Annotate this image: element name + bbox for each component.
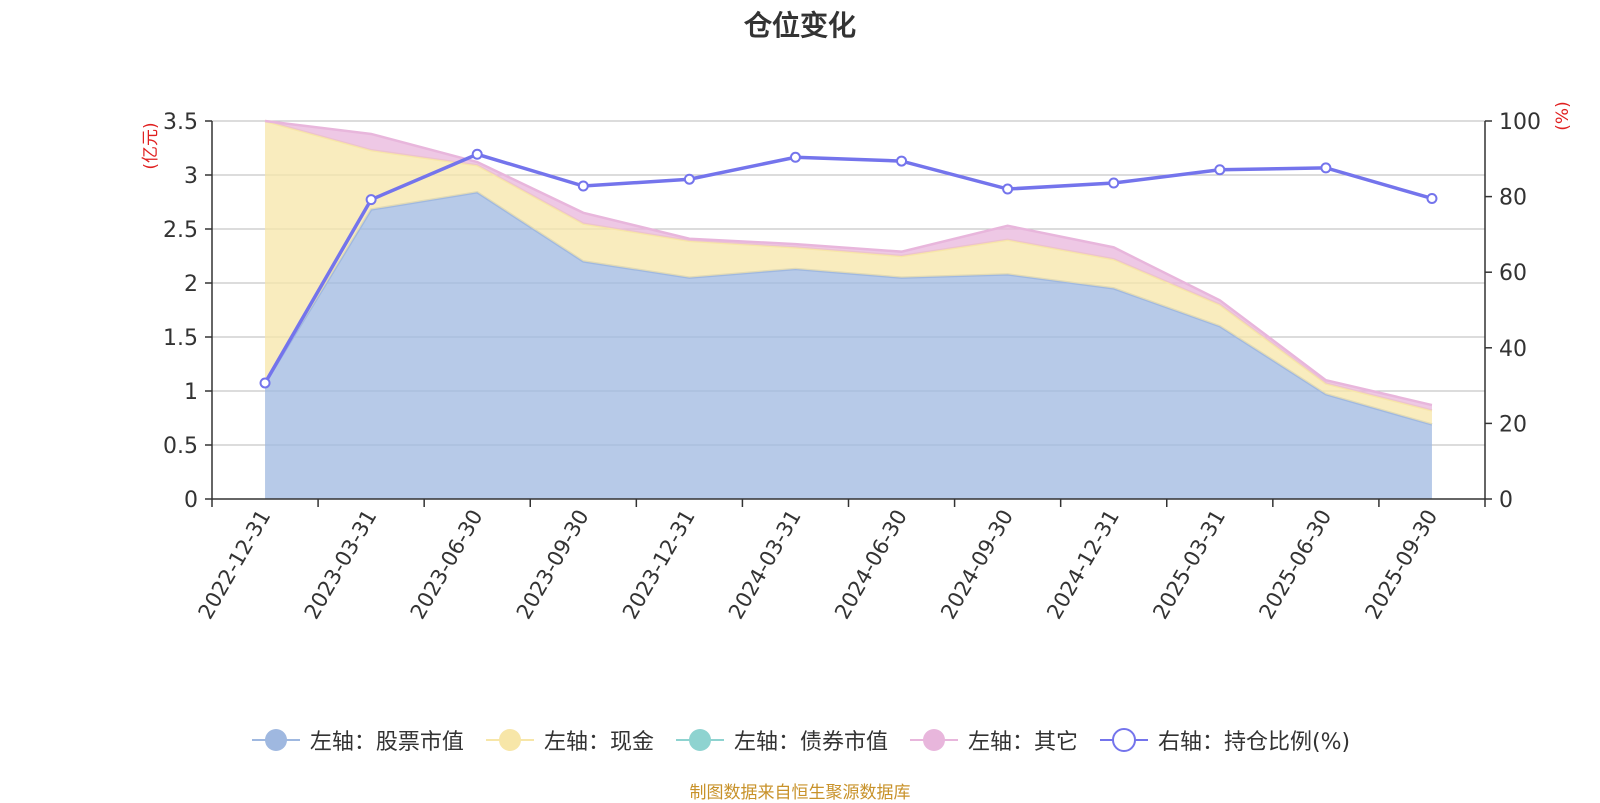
chart-legend: 左轴：股票市值 左轴：现金 左轴：债券市值 左轴：其它 右轴：持仓比例(%): [0, 720, 1600, 760]
right-tick-label-0: 0: [1499, 488, 1513, 513]
ratio-point-4: [683, 173, 695, 185]
x-tick-label-11: 2025-09-30: [1360, 506, 1442, 624]
ratio-point-1: [365, 194, 377, 206]
left-axis-unit-label: (亿元): [141, 122, 161, 169]
legend-cash-marker-icon: [485, 729, 534, 751]
ratio-point-10: [1320, 162, 1332, 174]
legend-label-stock: 左轴：股票市值: [309, 730, 464, 755]
x-tick-label-0: 2022-12-31: [194, 506, 276, 624]
area-0: [265, 192, 1432, 499]
legend-label-other: 左轴：其它: [967, 730, 1078, 755]
right-tick-label-2: 40: [1499, 337, 1527, 362]
legend-item-other[interactable]: 左轴：其它: [908, 724, 1078, 756]
right-axis-unit-label: (%): [1553, 101, 1573, 130]
area-1: [265, 121, 1432, 425]
x-tick-label-1: 2023-03-31: [300, 506, 382, 624]
legend-item-bond[interactable]: 左轴：债券市值: [674, 724, 888, 756]
left-tick-label-3: 1.5: [163, 326, 198, 351]
right-tick-label-5: 100: [1499, 110, 1541, 135]
x-tick-label-7: 2024-09-30: [936, 506, 1018, 624]
ratio-point-3: [577, 180, 589, 192]
legend-label-ratio: 右轴：持仓比例(%): [1157, 730, 1351, 755]
legend-other-marker-icon: [909, 729, 958, 751]
x-tick-label-5: 2024-03-31: [724, 506, 806, 624]
legend-bond-marker-icon: [675, 729, 724, 751]
x-tick-label-3: 2023-09-30: [512, 506, 594, 624]
ratio-point-8: [1108, 177, 1120, 189]
ratio-point-0: [259, 377, 271, 389]
left-tick-label-2: 1: [184, 380, 198, 405]
x-tick-label-2: 2023-06-30: [406, 506, 488, 624]
ratio-point-5: [789, 151, 801, 163]
x-tick-label-10: 2025-06-30: [1254, 506, 1336, 624]
source-note: 制图数据来自恒生聚源数据库: [689, 783, 911, 803]
ratio-line: [263, 152, 1433, 384]
ratio-point-9: [1214, 164, 1226, 176]
position-chart: 0 0.5 1 1.5 2 2.5 3 3.5 0 20 40 60 80 100 (亿元) (%) 2022-…: [141, 101, 1573, 624]
ratio-point-2: [471, 148, 483, 160]
left-tick-label-7: 3.5: [163, 110, 198, 135]
legend-stock-marker-icon: [251, 729, 300, 751]
left-tick-label-5: 2.5: [163, 218, 198, 243]
left-tick-label-1: 0.5: [163, 434, 198, 459]
ratio-point-7: [1002, 183, 1014, 195]
legend-label-cash: 左轴：现金: [543, 730, 654, 755]
legend-item-ratio[interactable]: 右轴：持仓比例(%): [1098, 724, 1350, 756]
left-tick-label-4: 2: [184, 272, 198, 297]
right-tick-label-1: 20: [1499, 412, 1527, 437]
area-line-3: [264, 119, 1433, 407]
left-tick-label-0: 0: [184, 488, 198, 513]
x-tick-label-8: 2024-12-31: [1042, 506, 1124, 624]
x-tick-label-9: 2025-03-31: [1148, 506, 1230, 624]
x-tick-label-6: 2024-06-30: [830, 506, 912, 624]
legend-item-stock[interactable]: 左轴：股票市值: [250, 724, 464, 756]
legend-ratio-marker-icon: [1099, 728, 1148, 752]
x-tick-label-4: 2023-12-31: [618, 506, 700, 624]
legend-label-bond: 左轴：债券市值: [733, 730, 888, 755]
area-3: [265, 121, 1432, 411]
right-tick-label-4: 80: [1499, 186, 1527, 211]
ratio-point-11: [1426, 192, 1438, 204]
left-tick-label-6: 3: [184, 164, 198, 189]
chart-title: 仓位变化: [743, 9, 856, 42]
legend-item-cash[interactable]: 左轴：现金: [484, 724, 654, 756]
ratio-point-6: [896, 155, 908, 167]
right-tick-label-3: 60: [1499, 261, 1527, 286]
